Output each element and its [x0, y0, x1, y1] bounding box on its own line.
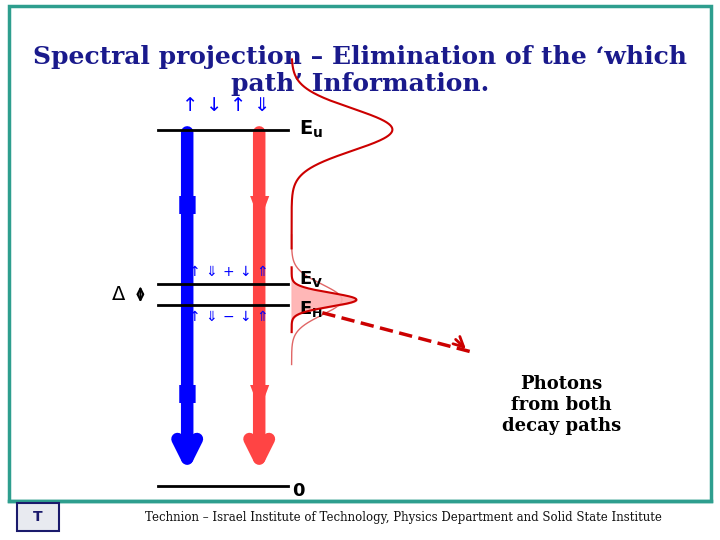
Text: Spectral projection – Elimination of the ‘which: Spectral projection – Elimination of the… — [33, 45, 687, 69]
Text: Photons
from both
decay paths: Photons from both decay paths — [502, 375, 621, 435]
Text: $\uparrow\Downarrow+\downarrow\Uparrow$: $\uparrow\Downarrow+\downarrow\Uparrow$ — [186, 265, 268, 279]
Text: $\mathbf{E_u}$: $\mathbf{E_u}$ — [299, 119, 323, 140]
Text: T: T — [33, 510, 42, 524]
Text: $\Delta$: $\Delta$ — [111, 285, 127, 304]
Text: path’ Information.: path’ Information. — [231, 72, 489, 96]
Text: $\mathbf{E_H}$: $\mathbf{E_H}$ — [299, 299, 323, 320]
Text: $\uparrow\downarrow\uparrow\Downarrow$: $\uparrow\downarrow\uparrow\Downarrow$ — [179, 96, 268, 115]
Text: $\mathbf{E_V}$: $\mathbf{E_V}$ — [299, 269, 323, 289]
Text: H: H — [177, 194, 197, 219]
Text: V: V — [250, 194, 269, 219]
Text: Technion – Israel Institute of Technology, Physics Department and Solid State In: Technion – Israel Institute of Technolog… — [145, 511, 662, 524]
Text: $\uparrow\Downarrow-\downarrow\Uparrow$: $\uparrow\Downarrow-\downarrow\Uparrow$ — [186, 310, 268, 324]
Text: $\mathbf{0}$: $\mathbf{0}$ — [292, 482, 305, 501]
Text: V: V — [250, 383, 269, 408]
Text: H: H — [177, 383, 197, 408]
FancyBboxPatch shape — [17, 503, 59, 531]
